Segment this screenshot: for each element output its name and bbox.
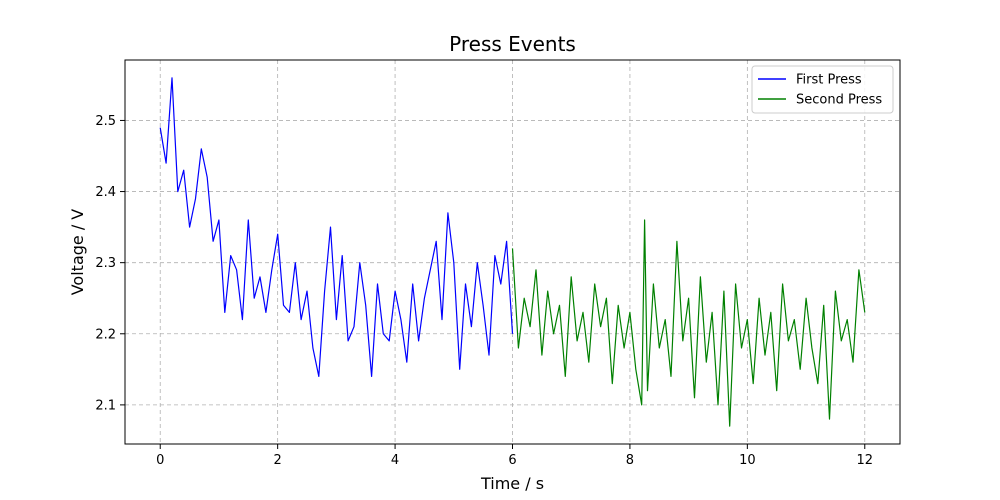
legend-box xyxy=(751,65,894,114)
y-tick-label: 2.1 xyxy=(95,398,116,413)
y-tick-label: 2.4 xyxy=(95,185,116,200)
legend-label: First Press xyxy=(796,73,862,88)
x-tick-label: 12 xyxy=(856,453,873,468)
x-axis-label: Time / s xyxy=(480,474,544,493)
x-tick-label: 6 xyxy=(508,453,516,468)
y-tick-label: 2.5 xyxy=(95,114,116,129)
x-axis: 0 2 4 6 8 10 12 xyxy=(156,444,873,468)
y-tick-label: 2.3 xyxy=(95,256,116,271)
series-line-1 xyxy=(159,77,514,377)
x-tick-label: 10 xyxy=(739,453,756,468)
legend-label: Second Press xyxy=(796,93,882,108)
legend: First Press Second Press xyxy=(751,65,894,114)
x-tick-label: 4 xyxy=(391,453,399,468)
x-tick-label: 2 xyxy=(274,453,282,468)
y-tick-label: 2.2 xyxy=(95,327,116,342)
series-layer xyxy=(159,77,866,427)
x-tick-label: 0 xyxy=(156,453,164,468)
series-line-2 xyxy=(511,219,866,427)
chart-title: Press Events xyxy=(449,32,576,56)
y-axis: 2.1 2.2 2.3 2.4 2.5 xyxy=(95,114,125,413)
y-axis-label: Voltage / V xyxy=(68,209,87,296)
x-tick-label: 8 xyxy=(626,453,634,468)
